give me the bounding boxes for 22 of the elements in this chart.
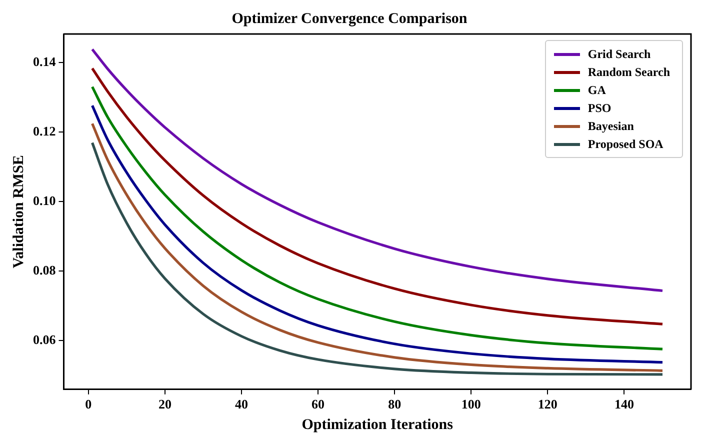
legend-label: Proposed SOA bbox=[588, 136, 664, 152]
x-tick-label: 80 bbox=[388, 396, 402, 412]
legend-label: PSO bbox=[588, 100, 612, 116]
x-axis-title: Optimization Iterations bbox=[302, 416, 454, 433]
x-tick-label: 0 bbox=[85, 396, 92, 412]
y-tick-label: 0.10 bbox=[33, 192, 56, 208]
y-tick-label: 0.08 bbox=[33, 262, 56, 278]
x-tick-label: 60 bbox=[312, 396, 325, 412]
x-tick-label: 40 bbox=[235, 396, 248, 412]
legend-label: Bayesian bbox=[588, 118, 634, 134]
legend-label: Random Search bbox=[588, 64, 670, 80]
legend-label: Grid Search bbox=[588, 46, 651, 62]
x-tick-label: 100 bbox=[461, 396, 481, 412]
y-tick-label: 0.06 bbox=[33, 332, 56, 347]
x-tick-label: 20 bbox=[158, 396, 172, 412]
x-tick-label: 120 bbox=[538, 396, 558, 412]
chart-title: Optimizer Convergence Comparison bbox=[232, 10, 468, 27]
y-axis-title: Validation RMSE bbox=[10, 155, 27, 268]
legend-label: GA bbox=[588, 82, 606, 98]
y-tick-label: 0.12 bbox=[33, 123, 56, 138]
y-tick-label: 0.14 bbox=[33, 54, 56, 69]
x-tick-label: 140 bbox=[614, 396, 634, 412]
